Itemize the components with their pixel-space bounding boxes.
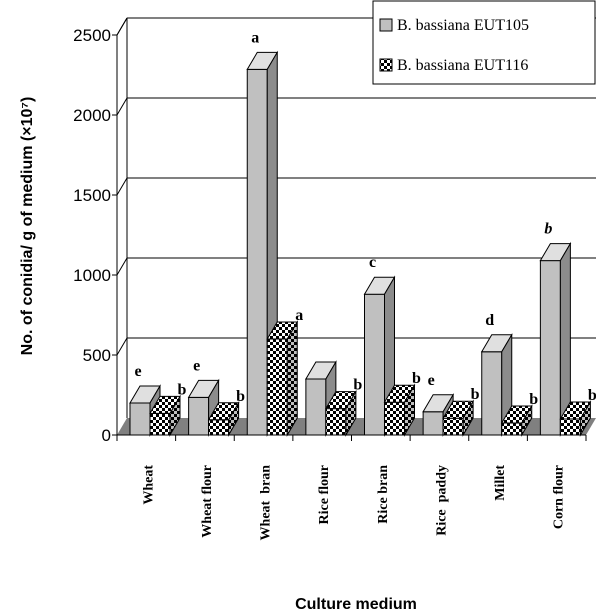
bar-side-shade	[580, 402, 591, 435]
significance-label: b	[178, 381, 187, 398]
significance-label: e	[428, 372, 435, 389]
bar	[325, 389, 357, 437]
bar	[500, 404, 533, 437]
bar-front	[501, 422, 523, 436]
significance-label: b	[471, 386, 480, 403]
bar-front	[246, 68, 268, 436]
bar-side	[169, 394, 181, 437]
gridline-diagonal	[116, 177, 128, 196]
bar-front	[559, 418, 581, 436]
significance-label: a	[251, 29, 259, 46]
x-axis-label: Culture medium	[295, 596, 417, 613]
bar-side-shade	[287, 322, 298, 435]
bar-front	[364, 293, 385, 436]
bar-front	[266, 338, 288, 436]
gridline-diagonal	[116, 97, 128, 116]
bar-front	[481, 351, 503, 436]
bar-front	[384, 401, 405, 436]
significance-label: a	[295, 307, 303, 324]
bar-front	[325, 408, 347, 436]
category-labels: Wheat Wheat flour Wheat bran Rice flour Rice…	[141, 465, 566, 541]
significance-label: b	[353, 377, 362, 394]
significance-label: b	[588, 387, 596, 404]
y-tick-label: 2000	[73, 106, 111, 125]
bar-side	[404, 383, 415, 437]
bar-side-shade	[228, 402, 239, 435]
bar-side	[579, 400, 591, 437]
category-label: Wheat	[141, 465, 156, 505]
bar	[266, 320, 299, 437]
legend-label-eut116: B. bassiana EUT116	[397, 57, 528, 74]
bar	[442, 399, 474, 437]
bar-side	[345, 389, 357, 437]
y-tick-label: 1000	[73, 266, 111, 285]
bar-front	[305, 378, 327, 436]
y-tick-label: 0	[102, 426, 111, 445]
y-tick-label: 2500	[73, 26, 111, 45]
bar-side	[228, 400, 240, 437]
category-label: Wheat flour	[200, 465, 215, 538]
legend-box	[372, 0, 596, 85]
y-tick-label: 500	[83, 346, 111, 365]
y-axis-ticks: 0 500 1000 1500 2000 2500	[73, 26, 117, 445]
bar-front	[539, 260, 561, 436]
significance-label: c	[369, 254, 376, 271]
bars	[129, 50, 592, 437]
wall-top-edge	[116, 17, 128, 36]
plot-wall	[127, 18, 596, 418]
bar-side	[462, 399, 474, 437]
bar-side-shade	[521, 406, 532, 435]
legend-swatch-eut116	[379, 58, 393, 72]
category-label: Millet	[493, 465, 508, 501]
bar-side-shade	[170, 396, 180, 435]
bar-side-shade	[404, 385, 415, 435]
significance-label: b	[544, 221, 552, 238]
category-label: Rice bran	[376, 465, 391, 524]
category-label: Rice paddy	[434, 465, 449, 536]
significance-label: b	[236, 388, 245, 405]
y-axis-label: No. of conidia/ g of medium (×10⁷)	[19, 97, 36, 356]
bar	[539, 241, 572, 437]
bar	[383, 383, 416, 437]
bar	[480, 332, 513, 437]
legend: B. bassiana EUT105 B. bassiana EUT116	[372, 0, 596, 85]
y-tick-label: 1500	[73, 186, 111, 205]
category-label: Wheat bran	[259, 465, 274, 541]
bar-front	[208, 419, 230, 436]
legend-swatch-eut105	[379, 18, 393, 32]
significance-label: e	[193, 357, 200, 374]
bar-side	[521, 404, 533, 437]
bar	[559, 400, 592, 437]
significance-label: d	[485, 312, 494, 329]
gridline-diagonal	[116, 257, 128, 276]
significance-label: e	[134, 363, 141, 380]
category-label: Rice flour	[317, 465, 332, 524]
bar-front	[188, 396, 210, 436]
gridline-diagonal	[116, 337, 128, 356]
significance-labels: e e a c e d b b b a b b b b b	[134, 29, 596, 408]
bar-front	[129, 402, 151, 436]
bar-front	[149, 412, 171, 436]
x-axis-ticks	[116, 435, 587, 441]
significance-label: b	[529, 391, 538, 408]
significance-label: b	[412, 370, 421, 387]
bar-side-shade	[463, 401, 474, 435]
bar-front	[422, 411, 444, 436]
plot-floor	[117, 418, 596, 435]
bar	[207, 400, 240, 437]
bar-front	[442, 417, 464, 436]
category-label: Corn flour	[552, 465, 567, 529]
bar-side-shade	[345, 391, 356, 435]
bar	[149, 394, 181, 437]
bar-side	[286, 320, 298, 437]
legend-label-eut105: B. bassiana EUT105	[397, 17, 529, 34]
